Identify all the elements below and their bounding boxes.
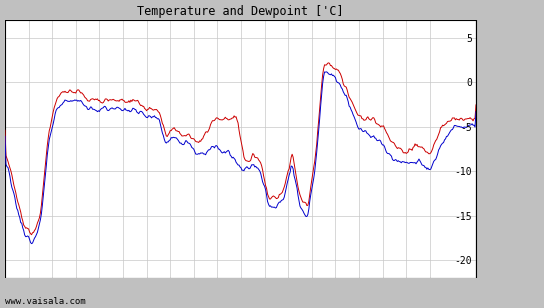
Text: Temperature and Dewpoint ['C]: Temperature and Dewpoint ['C]: [137, 5, 344, 18]
Text: www.vaisala.com: www.vaisala.com: [5, 297, 86, 306]
